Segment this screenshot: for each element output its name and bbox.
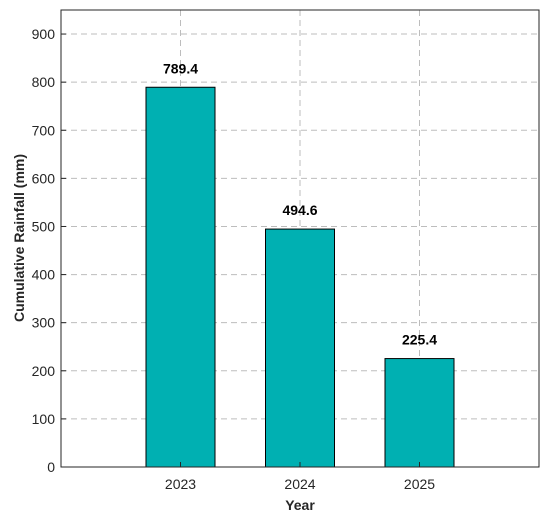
x-tick-label: 2025 (404, 476, 435, 492)
x-tick-label: 2024 (284, 476, 315, 492)
bar-data-label: 225.4 (402, 332, 437, 348)
y-tick-label: 600 (32, 170, 56, 186)
bar-2025 (384, 358, 455, 468)
y-tick-label: 400 (32, 267, 56, 283)
y-tick-label: 0 (47, 459, 55, 475)
bar-2024 (265, 228, 335, 468)
y-axis-title: Cumulative Rainfall (mm) (11, 154, 27, 322)
x-tick-label: 2023 (165, 476, 196, 492)
y-axis-ticks: 0 100 200 300 400 500 600 700 800 900 (32, 26, 66, 475)
bar-data-label: 789.4 (163, 60, 198, 76)
bar-data-label: 494.6 (282, 202, 317, 218)
bar-data-labels: 789.4 494.6 225.4 (163, 60, 437, 347)
y-tick-label: 700 (32, 122, 56, 138)
x-axis-ticks: 2023 2024 2025 (165, 462, 435, 492)
y-tick-label: 300 (32, 315, 56, 331)
bar-2023 (145, 86, 216, 468)
y-tick-label: 100 (32, 411, 56, 427)
y-tick-label: 900 (32, 26, 56, 42)
y-tick-label: 800 (32, 74, 56, 90)
y-tick-label: 200 (32, 363, 56, 379)
y-tick-label: 500 (32, 218, 56, 234)
x-axis-title: Year (285, 497, 315, 513)
